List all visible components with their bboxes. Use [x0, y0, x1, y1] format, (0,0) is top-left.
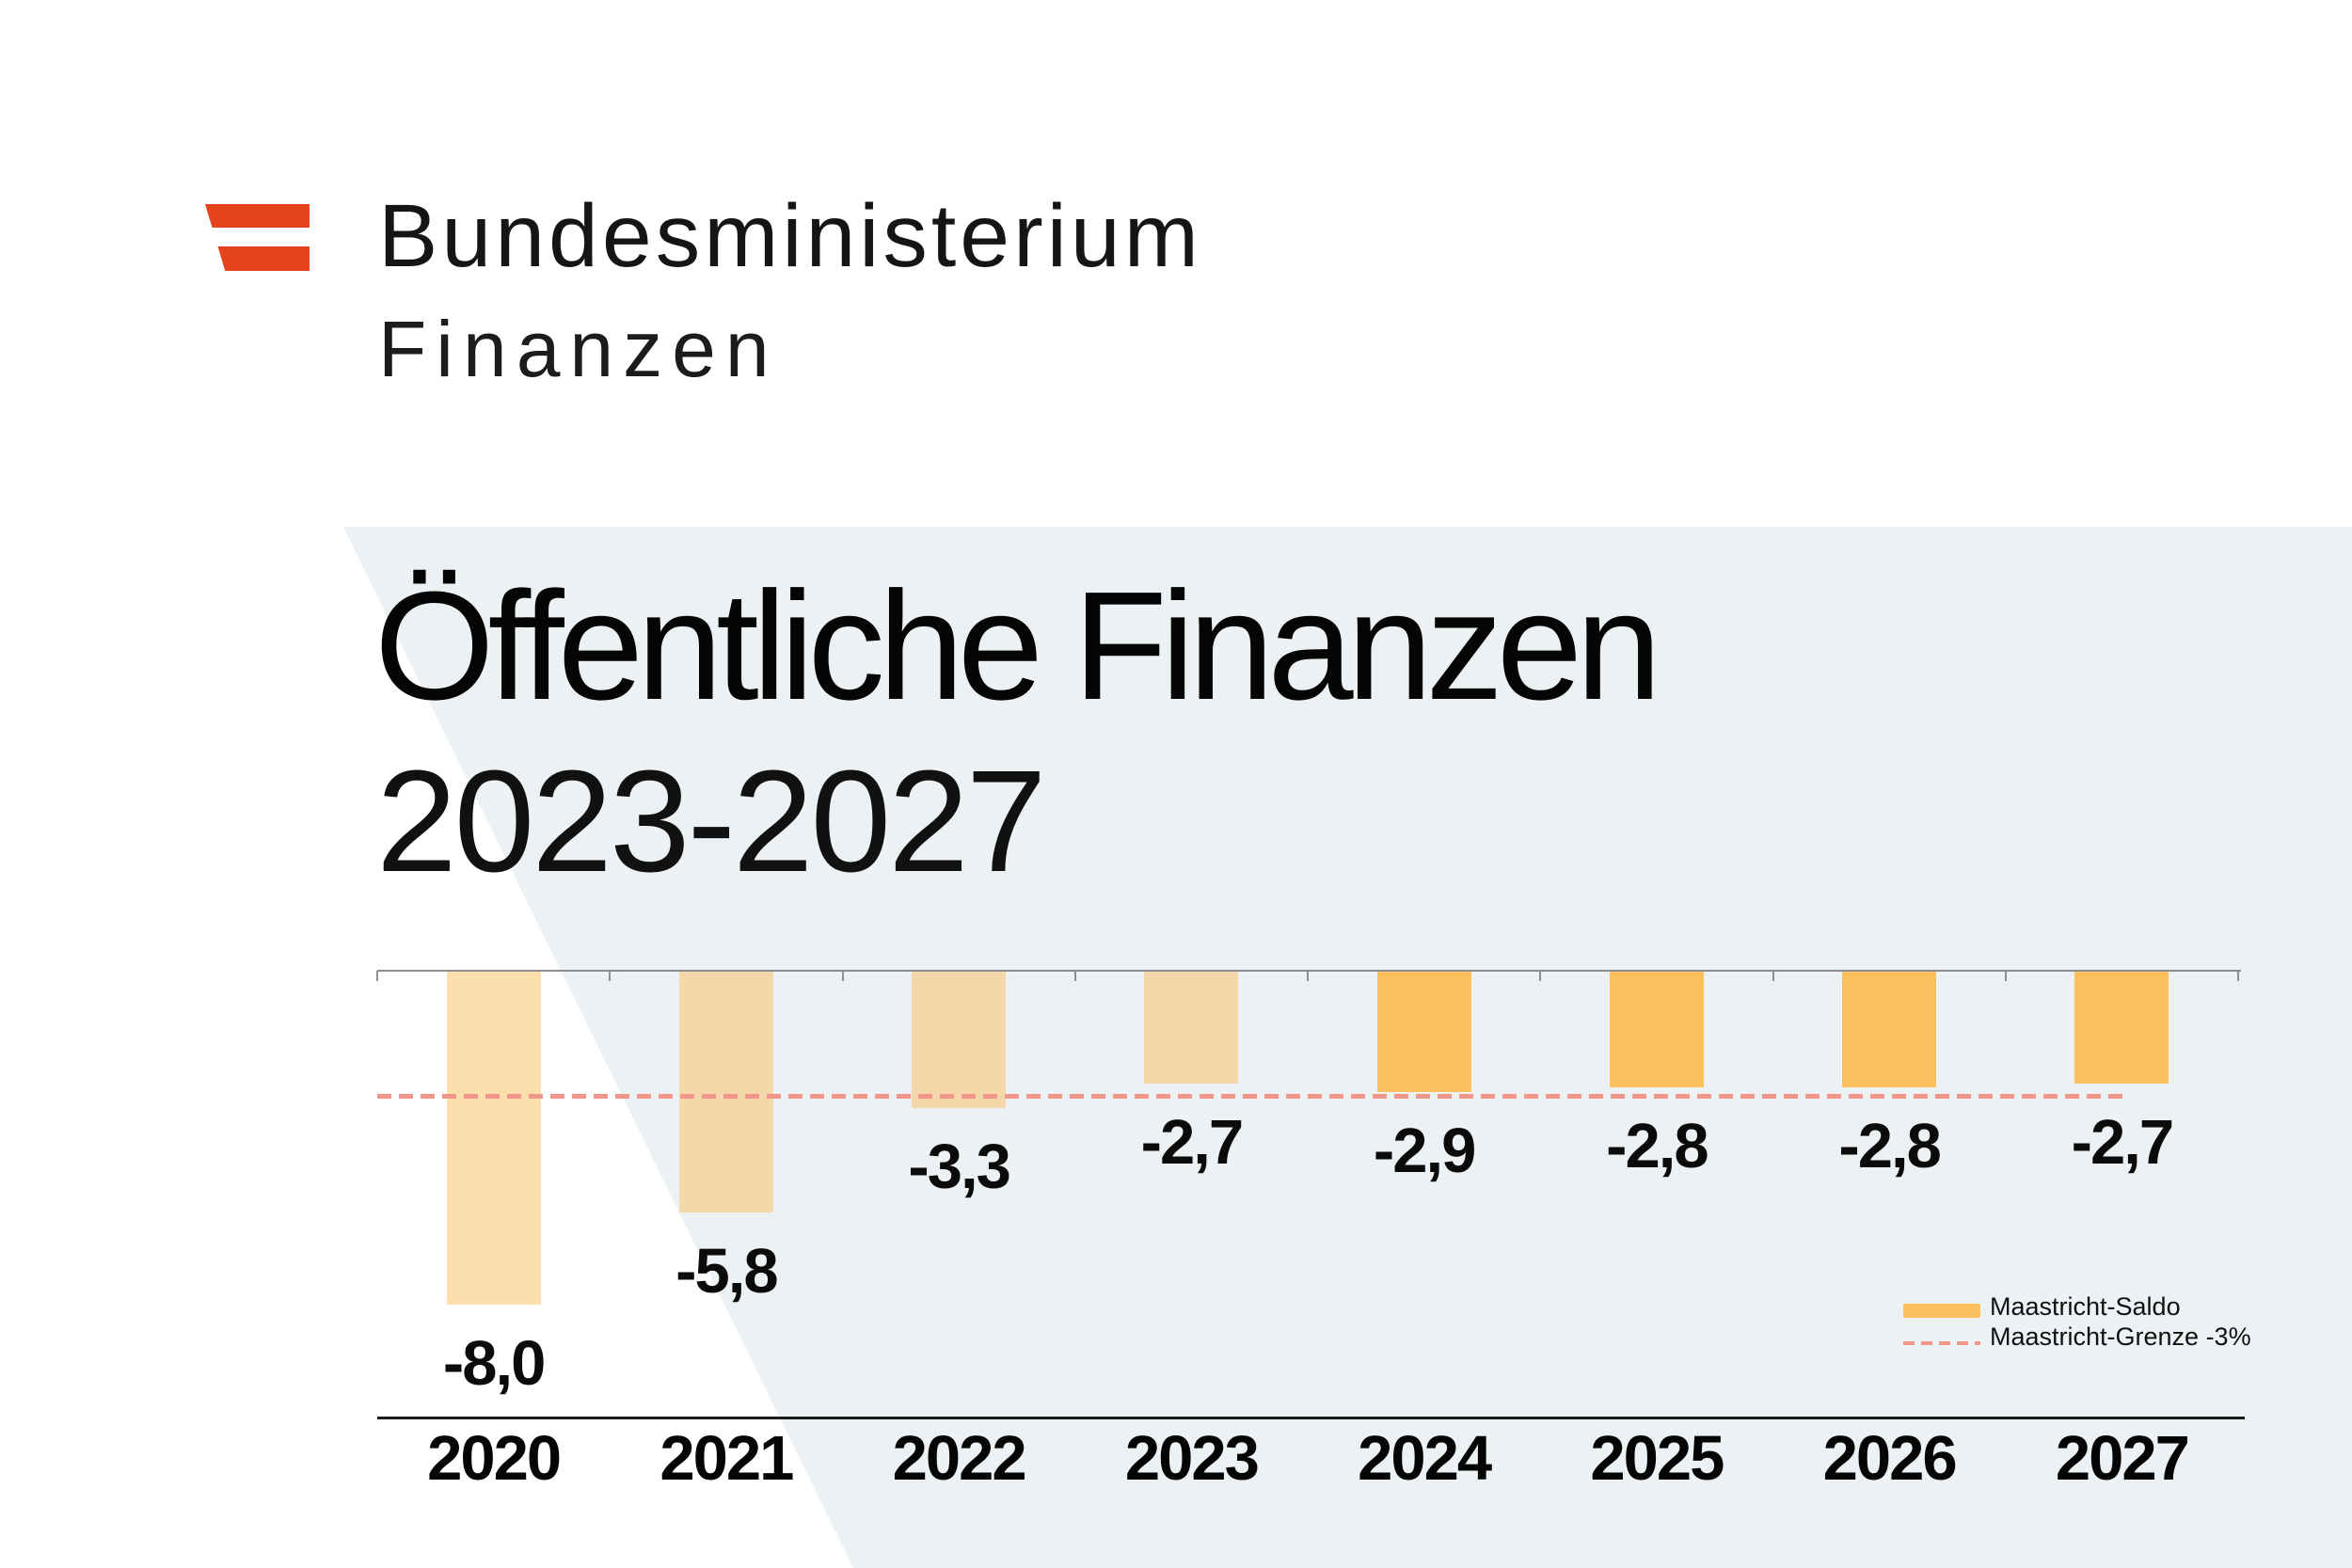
legend-label-maastricht-grenze: Maastricht-Grenze -3%: [1990, 1323, 2251, 1351]
axis-tick: [841, 971, 844, 981]
value-label-2022: -3,3: [908, 1132, 1010, 1203]
year-label-2020: 2020: [427, 1423, 562, 1494]
page-title: Öffentliche Finanzen: [374, 560, 1661, 732]
legend-label-maastricht-saldo: Maastricht-Saldo: [1990, 1292, 2181, 1321]
bar-2022: [912, 971, 1007, 1109]
bar-2023: [1144, 971, 1239, 1084]
bar-2026: [1842, 971, 1937, 1088]
value-label-2024: -2,9: [1373, 1115, 1476, 1186]
year-label-2025: 2025: [1590, 1423, 1724, 1494]
legend-dashed-line-swatch: [1903, 1341, 1980, 1345]
bar-2024: [1376, 971, 1471, 1092]
ministry-name: Bundesministerium: [378, 186, 1202, 286]
bar-2025: [1609, 971, 1704, 1088]
year-label-2021: 2021: [660, 1423, 794, 1494]
value-label-2026: -2,8: [1838, 1111, 1941, 1182]
x-axis-rule: [377, 1417, 2245, 1419]
value-label-2025: -2,8: [1606, 1111, 1708, 1182]
axis-tick: [1307, 971, 1309, 981]
value-label-2027: -2,7: [2071, 1106, 2174, 1178]
axis-tick: [2004, 971, 2007, 981]
value-label-2023: -2,7: [1140, 1106, 1244, 1178]
value-label-2020: -8,0: [442, 1327, 546, 1399]
department-name: Finanzen: [378, 305, 779, 393]
austria-flag-logo-icon: [205, 204, 310, 271]
page-subtitle: 2023-2027: [376, 740, 1046, 902]
axis-tick: [376, 971, 378, 981]
zero-baseline-axis: [377, 970, 2241, 972]
value-label-2021: -5,8: [675, 1236, 778, 1307]
axis-tick: [2237, 971, 2239, 981]
bar-2021: [678, 971, 773, 1213]
bar-2020: [446, 971, 541, 1305]
year-label-2026: 2026: [1822, 1423, 1958, 1494]
year-label-2027: 2027: [2055, 1423, 2190, 1494]
axis-tick: [1772, 971, 1774, 981]
axis-tick: [1073, 971, 1076, 981]
year-label-2024: 2024: [1358, 1423, 1492, 1494]
axis-tick: [609, 971, 612, 981]
axis-tick: [1539, 971, 1542, 981]
legend-bar-swatch: [1903, 1304, 1980, 1318]
maastricht-limit-dashed-line: [377, 1094, 2123, 1099]
year-label-2023: 2023: [1124, 1423, 1260, 1494]
bar-2027: [2074, 971, 2169, 1084]
year-label-2022: 2022: [892, 1423, 1027, 1494]
